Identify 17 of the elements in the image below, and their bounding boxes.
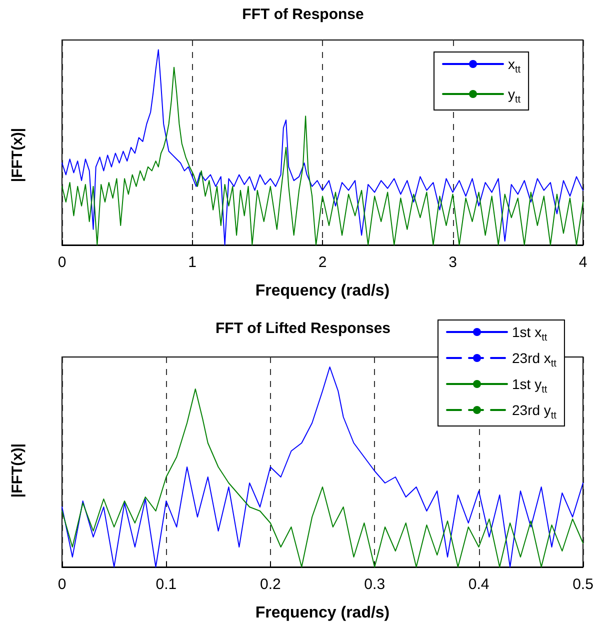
x-tick-label: 4 xyxy=(578,254,588,271)
y-axis-title: |FFT(x)| xyxy=(9,128,26,182)
y-axis-title: |FFT(x)| xyxy=(9,443,26,498)
x-tick-label: 0.1 xyxy=(156,576,177,593)
x-tick-label: 3 xyxy=(448,254,457,271)
x-tick-label: 0.5 xyxy=(572,576,594,593)
x-tick-label: 0.3 xyxy=(364,576,386,593)
x-tick-label: 0.4 xyxy=(468,576,490,593)
x-axis-title: Frequency (rad/s) xyxy=(255,604,390,622)
x-tick-label: 0 xyxy=(58,254,66,271)
chart-title: FFT of Response xyxy=(242,6,364,23)
chart-title: FFT of Lifted Responses xyxy=(215,320,391,337)
x-axis-title: Frequency (rad/s) xyxy=(255,282,390,300)
x-tick-label: 1 xyxy=(188,254,196,271)
x-tick-label: 0.2 xyxy=(260,576,281,593)
x-tick-label: 2 xyxy=(318,254,327,271)
x-tick-label: 0 xyxy=(58,576,66,593)
